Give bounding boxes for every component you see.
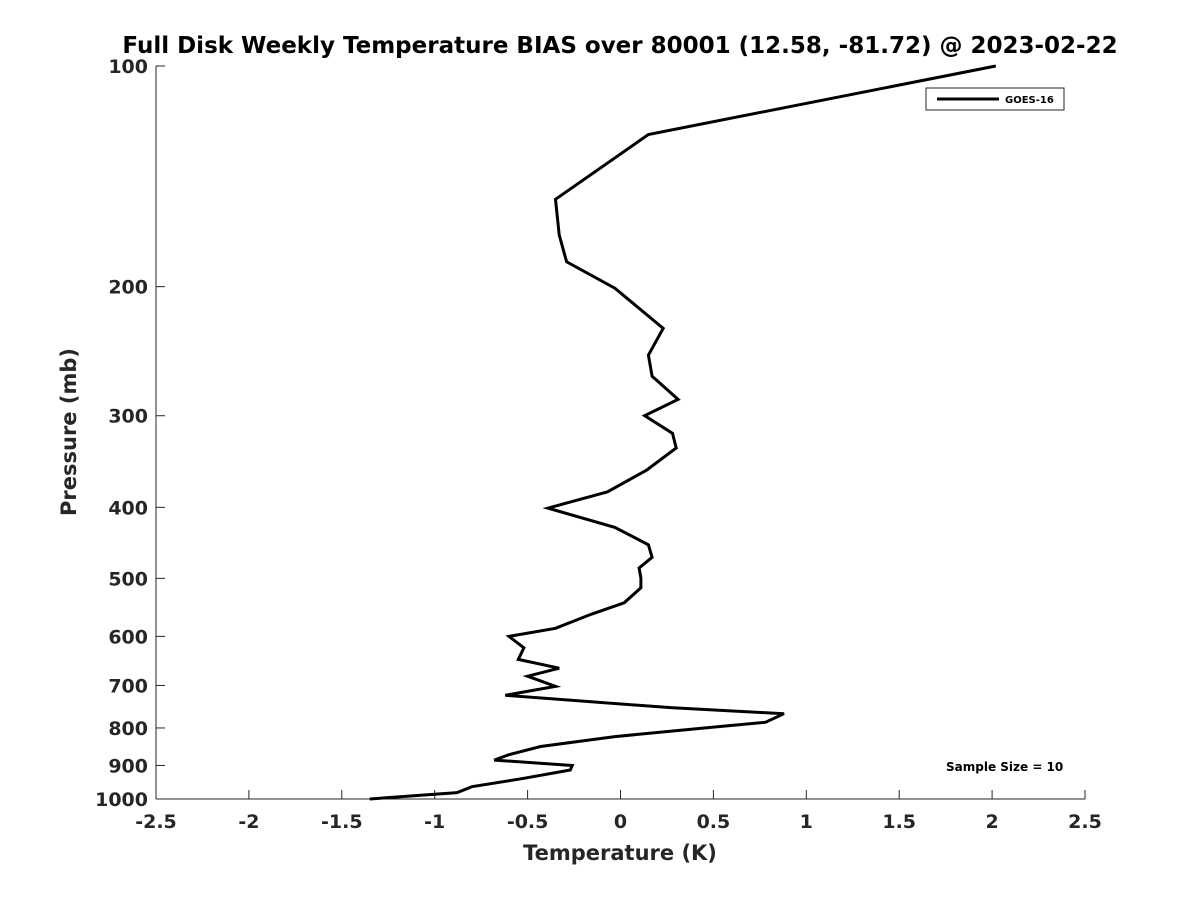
x-tick-label: -2: [238, 811, 259, 833]
x-tick-label: -2.5: [135, 811, 177, 833]
legend-label: GOES-16: [1005, 95, 1054, 106]
series-line-goes-16: [369, 64, 997, 801]
x-tick-label: 0: [614, 811, 627, 833]
x-tick-label: 2: [985, 811, 998, 833]
y-tick-label: 100: [108, 56, 148, 78]
x-tick-label: 0.5: [697, 811, 731, 833]
y-tick-label: 1000: [95, 789, 148, 811]
y-tick-label: 200: [108, 277, 148, 299]
y-tick-label: 800: [108, 718, 148, 740]
y-tick-label: 300: [108, 406, 148, 428]
y-tick-label: 900: [108, 755, 148, 777]
chart-title: Full Disk Weekly Temperature BIAS over 8…: [122, 33, 1117, 59]
legend: GOES-16: [925, 87, 1065, 111]
x-tick-label: -1.5: [321, 811, 363, 833]
x-tick-label: -1: [424, 811, 445, 833]
x-tick-label: -0.5: [507, 811, 549, 833]
y-tick-label: 700: [108, 675, 148, 697]
x-tick-label: 1.5: [882, 811, 916, 833]
y-tick-label: 600: [108, 626, 148, 648]
sample-size-annotation: Sample Size = 10: [946, 760, 1063, 774]
y-ticks: 100 200 300 400 500 600 700 800 900 1000: [95, 56, 165, 811]
series-layer: [369, 64, 997, 801]
x-axis-label: Temperature (K): [523, 841, 717, 865]
x-ticks: -2.5 -2 -1.5 -1 -0.5 0 0.5 1 1.5 2 2.5: [135, 790, 1102, 833]
y-tick-label: 400: [108, 497, 148, 519]
x-tick-label: 1: [800, 811, 813, 833]
x-tick-label: 2.5: [1068, 811, 1102, 833]
y-tick-label: 500: [108, 568, 148, 590]
y-axis-label: Pressure (mb): [57, 348, 81, 516]
